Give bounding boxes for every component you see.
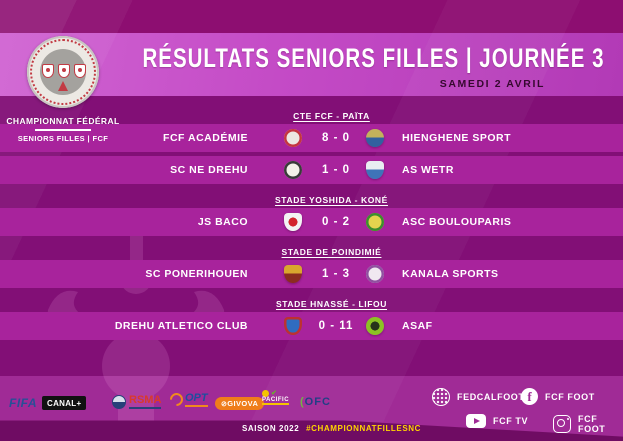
away-team-logo xyxy=(366,213,384,231)
federation-logo-shield xyxy=(74,64,86,78)
away-team-logo xyxy=(366,129,384,147)
home-team-logo xyxy=(284,317,302,335)
competition-category: SENIORS FILLES | FCF xyxy=(17,134,109,143)
venue-header: STADE YOSHIDA - KONÉ xyxy=(275,195,388,205)
venue-header: STADE DE POINDIMIÉ xyxy=(281,247,382,257)
social-facebook: FCF FOOT xyxy=(521,388,595,405)
ofc-swoosh-icon: ( xyxy=(300,396,304,408)
federation-logo-shield xyxy=(58,64,70,78)
social-website: FEDCALFOOT xyxy=(432,388,525,406)
home-team-name: JS BACO xyxy=(197,216,248,228)
federation-logo xyxy=(27,36,99,108)
away-team-logo xyxy=(366,317,384,335)
home-team-name: DREHU ATLETICO CLUB xyxy=(114,320,248,332)
away-team-name: AS WETR xyxy=(402,164,454,176)
competition-title: CHAMPIONNAT FÉDÉRAL xyxy=(6,116,120,126)
sponsor-canal-plus: CANAL+ xyxy=(42,396,87,410)
match-row: DREHU ATLETICO CLUB 0 - 11 ASAF xyxy=(0,312,623,340)
sponsor-opt: OPT xyxy=(167,390,208,409)
sponsor-givova: GIVOVA xyxy=(215,397,265,410)
title-band xyxy=(0,33,623,96)
match-row: SC PONERIHOUEN 1 - 3 KANALA SPORTS xyxy=(0,260,623,288)
home-team-logo xyxy=(284,161,302,179)
away-team-name: ASC BOULOUPARIS xyxy=(402,216,512,228)
home-team-name: FCF ACADÉMIE xyxy=(163,132,248,144)
match-score: 8 - 0 xyxy=(321,132,350,144)
home-team-name: SC PONERIHOUEN xyxy=(145,268,248,280)
away-team-name: KANALA SPORTS xyxy=(402,268,499,280)
federation-logo-shield xyxy=(42,64,54,78)
home-team-logo xyxy=(284,129,302,147)
federation-block: CHAMPIONNAT FÉDÉRAL SENIORS FILLES | FCF xyxy=(0,36,126,143)
pacific-shell-icon xyxy=(262,389,269,397)
top-bar xyxy=(0,0,623,33)
home-team-name: SC NE DREHU xyxy=(170,164,248,176)
sponsor-pacific: ✔ PACIFIC xyxy=(262,389,290,405)
home-team-logo xyxy=(284,265,302,283)
away-team-name: HIENGHENE SPORT xyxy=(402,132,512,144)
globe-icon xyxy=(432,388,450,406)
match-row: FCF ACADÉMIE 8 - 0 HIENGHENE SPORT xyxy=(0,124,623,152)
season-label: SAISON 2022 xyxy=(241,424,300,433)
facebook-icon xyxy=(521,388,538,405)
divider xyxy=(35,129,91,131)
hut-icon xyxy=(58,81,68,91)
match-score: 1 - 3 xyxy=(321,268,350,280)
hashtag: #CHAMPIONNATFILLESNC xyxy=(306,424,422,433)
sponsor-fifa: FIFA xyxy=(9,396,37,410)
social-youtube: FCF TV xyxy=(466,414,528,428)
sponsor-ofc: ( OFC xyxy=(300,396,331,408)
home-team-logo xyxy=(284,213,302,231)
youtube-icon xyxy=(466,414,486,428)
match-row: JS BACO 0 - 2 ASC BOULOUPARIS xyxy=(0,208,623,236)
season-line: SAISON 2022 #CHAMPIONNATFILLESNC xyxy=(20,424,623,433)
away-team-logo xyxy=(366,265,384,283)
match-date: SAMEDI 2 AVRIL xyxy=(439,78,545,90)
match-score: 1 - 0 xyxy=(321,164,350,176)
away-team-logo xyxy=(366,161,384,179)
social-instagram: FCF FOOT xyxy=(553,414,623,434)
instagram-icon xyxy=(553,415,571,433)
page-title: RÉSULTATS SENIORS FILLES | JOURNÉE 3 xyxy=(142,43,605,74)
sponsor-rsma: RSMA xyxy=(112,395,162,409)
match-score: 0 - 2 xyxy=(321,216,350,228)
venue-header: STADE HNASSÉ - LIFOU xyxy=(275,299,387,309)
away-team-name: ASAF xyxy=(402,320,433,332)
match-row: SC NE DREHU 1 - 0 AS WETR xyxy=(0,156,623,184)
venue-header: CTE FCF - PAÏTA xyxy=(293,111,370,121)
pacific-check-icon: ✔ xyxy=(271,390,277,397)
rsma-logo-icon xyxy=(112,395,126,409)
opt-swoosh-icon xyxy=(167,390,186,409)
federation-logo-ring xyxy=(30,39,96,105)
match-score: 0 - 11 xyxy=(318,320,354,332)
